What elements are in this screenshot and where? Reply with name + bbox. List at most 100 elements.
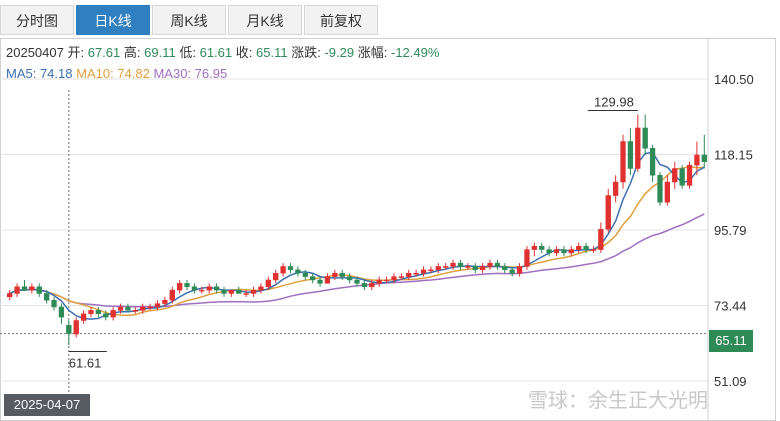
candle-body	[324, 276, 331, 284]
tab-forward-adjust[interactable]: 前复权	[304, 5, 378, 35]
candle-body	[7, 293, 13, 298]
tab-daily-k[interactable]: 日K线	[76, 5, 150, 35]
candle-body	[398, 276, 404, 278]
candle-body	[664, 181, 671, 203]
candle-body	[125, 306, 131, 311]
ohlc-info: 20250407 开: 67.61 高: 69.11 低: 61.61 收: 6…	[6, 42, 439, 61]
candle-body	[361, 283, 368, 287]
y-tick-label: 140.50	[714, 72, 754, 87]
max-price-label: 129.98	[594, 94, 634, 109]
candle-body	[657, 175, 663, 203]
candle-body	[43, 293, 50, 301]
ma30-line	[9, 213, 705, 308]
info-low: 61.61	[199, 45, 233, 60]
candle-body	[679, 168, 685, 186]
candle-body	[228, 289, 235, 294]
candle-body	[206, 286, 212, 291]
candle-body	[531, 245, 537, 250]
info-low-label: 低:	[179, 45, 196, 60]
candle-body	[694, 154, 700, 166]
candle-body	[391, 276, 397, 281]
candle-body	[95, 310, 102, 315]
candle-body	[487, 262, 493, 267]
candle-body	[80, 313, 87, 321]
y-tick-label: 51.09	[714, 374, 747, 389]
candle-body	[132, 310, 138, 312]
tab-monthly-k[interactable]: 月K线	[228, 5, 302, 35]
candle-body	[553, 249, 560, 254]
candle-body	[36, 286, 42, 294]
candle-body	[21, 286, 28, 291]
candles	[7, 114, 707, 346]
candle-body	[627, 141, 634, 169]
candle-body	[154, 303, 161, 308]
candle-body	[649, 147, 656, 176]
ma5-label: MA5: 74.18	[6, 66, 73, 81]
candle-body	[250, 289, 257, 294]
candle-body	[369, 283, 375, 287]
candle-body	[88, 310, 94, 315]
tab-intraday[interactable]: 分时图	[0, 5, 74, 35]
candle-body	[110, 310, 116, 318]
info-high: 69.11	[144, 45, 176, 60]
candle-body	[184, 283, 190, 287]
info-pct-label: 涨幅:	[357, 45, 388, 60]
candle-body	[672, 168, 678, 183]
candle-body	[428, 269, 434, 272]
candle-body	[346, 276, 353, 281]
candle-body	[420, 269, 427, 274]
candle-body	[310, 276, 316, 281]
y-tick-label: 73.44	[714, 299, 747, 314]
candle-body	[413, 272, 419, 275]
candle-body	[561, 249, 567, 254]
candle-body	[524, 249, 530, 267]
candle-body	[213, 286, 220, 291]
candle-body	[509, 269, 515, 274]
ma30-label: MA30: 76.95	[153, 66, 228, 81]
candle-body	[51, 299, 57, 308]
info-change-label: 涨跌:	[291, 45, 321, 60]
y-tick-label: 118.15	[714, 147, 753, 162]
candle-body	[191, 286, 198, 291]
ma10-label: MA10: 74.82	[76, 66, 150, 81]
candle-body	[162, 299, 168, 304]
candle-body	[576, 245, 582, 250]
min-price-label: 61.61	[69, 355, 102, 370]
y-tick-label: 95.79	[714, 223, 747, 238]
candle-body	[383, 279, 390, 282]
candle-body	[332, 272, 338, 277]
candle-body	[73, 320, 79, 335]
candle-body	[435, 266, 441, 271]
candle-body	[635, 127, 641, 169]
candle-body	[479, 266, 486, 271]
candle-body	[258, 286, 264, 291]
info-date: 20250407	[6, 45, 64, 60]
candle-body	[236, 289, 242, 294]
last-price-tag: 65.11	[709, 330, 753, 352]
candle-body	[612, 181, 619, 196]
extreme-marks: 129.98 61.61	[68, 94, 638, 370]
candle-body	[265, 279, 271, 287]
info-change: -9.29	[324, 45, 355, 60]
candle-body	[14, 286, 20, 294]
candle-body	[243, 293, 249, 295]
crosshair-date: 2025-04-07	[4, 394, 90, 416]
info-open-label: 开:	[67, 45, 85, 60]
candle-body	[583, 245, 589, 250]
candle-body	[295, 269, 301, 274]
period-tabs: 分时图 日K线 周K线 月K线 前复权	[0, 0, 780, 38]
candle-body	[287, 266, 294, 271]
candle-body	[443, 266, 449, 268]
candle-body	[117, 306, 124, 311]
candle-body	[590, 249, 597, 251]
candle-body	[516, 266, 523, 274]
candle-body	[147, 306, 153, 309]
y-axis: 140.50 118.15 95.79 73.44 51.09	[714, 72, 754, 389]
watermark: 雪球：余生正大光明	[528, 390, 708, 412]
info-pct: -12.49%	[390, 45, 440, 60]
candle-body	[339, 272, 345, 277]
candle-body	[701, 154, 707, 163]
tab-weekly-k[interactable]: 周K线	[152, 5, 226, 35]
candle-body	[29, 286, 35, 291]
